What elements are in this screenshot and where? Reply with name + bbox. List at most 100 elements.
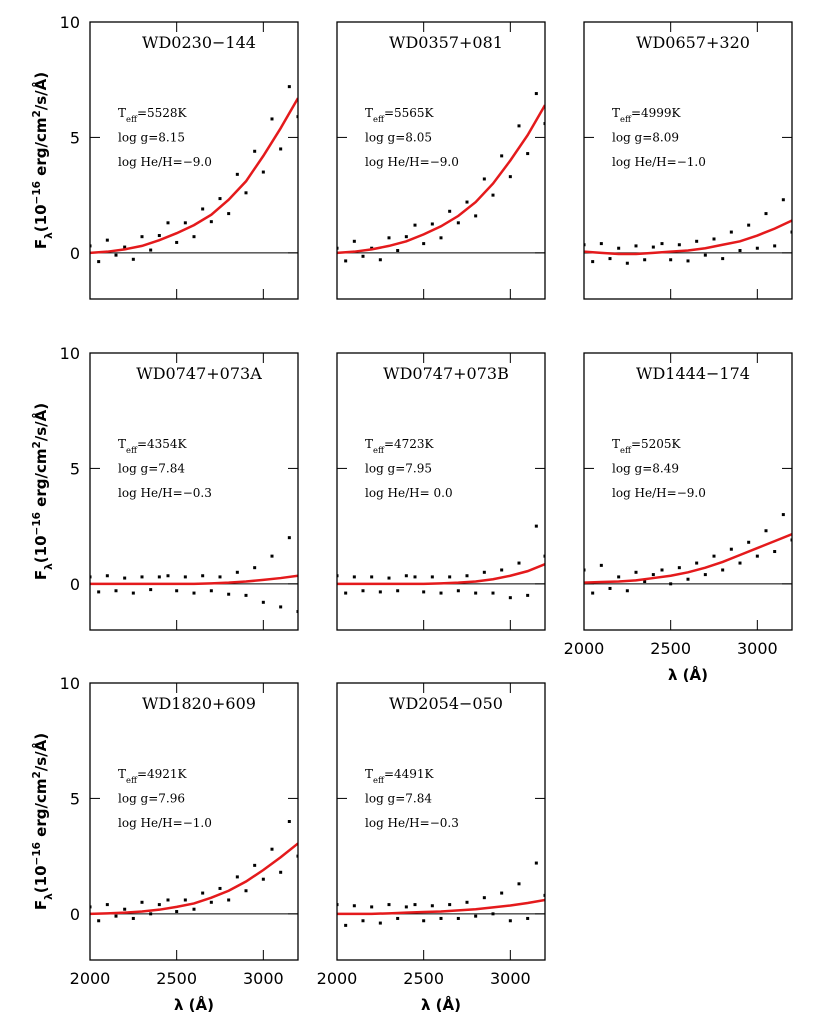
data-point [131, 591, 135, 595]
data-point [192, 235, 196, 239]
data-point [491, 912, 495, 916]
data-point [773, 244, 777, 248]
data-point [456, 916, 460, 920]
data-point [157, 234, 161, 238]
data-point [123, 576, 127, 580]
data-point [721, 257, 725, 261]
data-point [543, 554, 545, 558]
data-point [465, 574, 469, 578]
data-point [261, 170, 265, 174]
data-point [270, 847, 274, 851]
data-point [439, 916, 443, 920]
text-part: T [365, 767, 373, 781]
data-point [105, 574, 109, 578]
data-point [396, 916, 400, 920]
data-point [534, 92, 538, 96]
data-point [543, 122, 545, 126]
data-point [140, 235, 144, 239]
annotation: log g=7.95 [365, 462, 432, 476]
data-point [584, 568, 586, 572]
data-point [430, 222, 434, 226]
data-point [279, 870, 283, 874]
x-tick-label: 2000 [70, 969, 111, 988]
data-point [790, 230, 792, 234]
data-point [157, 575, 161, 579]
panel-title: WD1820+609 [142, 694, 256, 713]
data-point [617, 575, 621, 579]
data-point [439, 236, 443, 240]
data-point [517, 124, 521, 128]
data-point [227, 898, 231, 902]
data-point [448, 903, 452, 907]
data-point [279, 605, 283, 609]
frame [583, 21, 793, 300]
data-point [387, 576, 391, 580]
data-point [738, 249, 742, 253]
data-point [660, 242, 664, 246]
data-point [500, 891, 504, 895]
frame [336, 682, 546, 961]
frame [89, 682, 299, 961]
text-part: λ [43, 232, 55, 239]
data-point [790, 538, 792, 542]
text-part: eff [373, 445, 385, 455]
data-point [695, 239, 699, 243]
data-point [114, 589, 118, 593]
text-part: =5528K [137, 106, 188, 120]
data-point [201, 574, 205, 578]
data-point [244, 191, 248, 195]
data-point [361, 919, 365, 923]
y-axis-label: Fλ(10−16 erg/cm2/s/Å) [31, 72, 55, 249]
data-point [287, 85, 291, 89]
annotation: Teff=4354K [118, 437, 188, 455]
panel-title: WD0357+081 [389, 33, 503, 52]
x-tick-label: 2500 [156, 969, 197, 988]
data-point [227, 212, 231, 216]
text-part: 2 [31, 771, 43, 778]
data-point [747, 223, 751, 227]
text-part: T [612, 106, 620, 120]
data-point [474, 591, 478, 595]
annotation: log g=7.84 [118, 462, 185, 476]
panel: 2000 2500 3000 WD1444−174 Teff=5205K log g=8.… [564, 352, 793, 684]
data-point [643, 258, 647, 262]
text-part: eff [620, 445, 632, 455]
data-point [90, 905, 92, 909]
data-point [175, 910, 179, 914]
annotation: log He/H=−1.0 [118, 816, 212, 830]
data-point [729, 547, 733, 551]
data-point [643, 580, 647, 584]
text-part: log g=8.05 [365, 131, 432, 145]
data-point [413, 575, 417, 579]
points [90, 536, 298, 614]
model-curve [337, 104, 545, 255]
x-axis-label: λ (Å) [668, 665, 708, 684]
data-point [755, 554, 759, 558]
text-part: log g=7.84 [365, 792, 432, 806]
text-part: log g=7.96 [118, 792, 185, 806]
data-point [396, 589, 400, 593]
data-point [500, 154, 504, 158]
text-part: eff [126, 114, 138, 124]
data-point [721, 568, 725, 572]
data-point [456, 589, 460, 593]
data-point [543, 893, 545, 897]
data-point [517, 561, 521, 565]
text-part: =4491K [384, 767, 435, 781]
panel-title: WD2054−050 [389, 694, 503, 713]
data-point [166, 898, 170, 902]
data-point [157, 903, 161, 907]
data-point [474, 214, 478, 218]
data-point [584, 243, 586, 247]
data-point [781, 198, 785, 202]
text-part: erg/cm [32, 449, 50, 513]
data-point [209, 220, 213, 224]
y-tick-label: 5 [70, 128, 80, 147]
data-point [244, 593, 248, 597]
x-tick-label: 2000 [317, 969, 358, 988]
data-point [669, 582, 673, 586]
data-point [599, 242, 603, 246]
data-point [378, 258, 382, 262]
data-point [695, 561, 699, 565]
data-point [344, 591, 348, 595]
